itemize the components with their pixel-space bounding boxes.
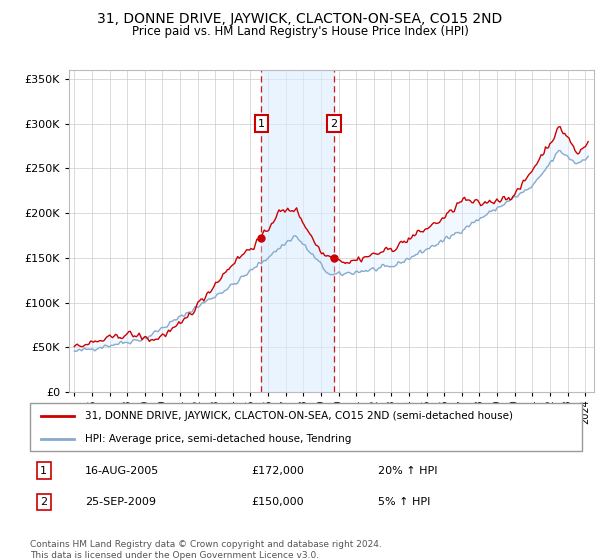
Text: 31, DONNE DRIVE, JAYWICK, CLACTON-ON-SEA, CO15 2ND (semi-detached house): 31, DONNE DRIVE, JAYWICK, CLACTON-ON-SEA… bbox=[85, 411, 513, 421]
Text: Contains HM Land Registry data © Crown copyright and database right 2024.
This d: Contains HM Land Registry data © Crown c… bbox=[30, 540, 382, 560]
Text: 1: 1 bbox=[258, 119, 265, 129]
Text: 1: 1 bbox=[40, 465, 47, 475]
FancyBboxPatch shape bbox=[30, 403, 582, 451]
Text: 2: 2 bbox=[40, 497, 47, 507]
Text: 5% ↑ HPI: 5% ↑ HPI bbox=[378, 497, 430, 507]
Text: 2: 2 bbox=[330, 119, 337, 129]
Text: HPI: Average price, semi-detached house, Tendring: HPI: Average price, semi-detached house,… bbox=[85, 434, 352, 444]
Text: £172,000: £172,000 bbox=[251, 465, 304, 475]
Text: £150,000: £150,000 bbox=[251, 497, 304, 507]
Text: 16-AUG-2005: 16-AUG-2005 bbox=[85, 465, 160, 475]
Text: 31, DONNE DRIVE, JAYWICK, CLACTON-ON-SEA, CO15 2ND: 31, DONNE DRIVE, JAYWICK, CLACTON-ON-SEA… bbox=[97, 12, 503, 26]
Text: Price paid vs. HM Land Registry's House Price Index (HPI): Price paid vs. HM Land Registry's House … bbox=[131, 25, 469, 38]
Text: 20% ↑ HPI: 20% ↑ HPI bbox=[378, 465, 437, 475]
Bar bbox=[262, 70, 334, 392]
Text: 25-SEP-2009: 25-SEP-2009 bbox=[85, 497, 156, 507]
